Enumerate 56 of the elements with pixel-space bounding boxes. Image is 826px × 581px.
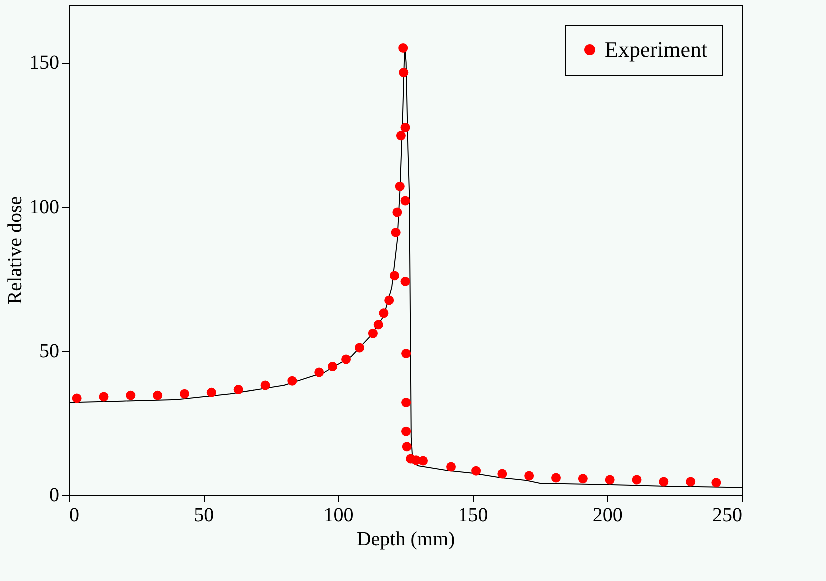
point	[72, 394, 82, 404]
point	[402, 349, 412, 358]
point	[398, 44, 408, 53]
point	[400, 123, 410, 133]
x-tick-label: 0	[70, 504, 80, 526]
point	[328, 362, 338, 372]
point	[402, 426, 412, 436]
point	[153, 390, 163, 400]
point	[446, 462, 456, 472]
point	[99, 392, 109, 402]
point	[605, 475, 615, 485]
point	[659, 477, 669, 487]
point	[180, 389, 190, 399]
point	[368, 328, 378, 338]
point	[395, 182, 405, 192]
point	[399, 68, 409, 78]
point	[418, 456, 428, 466]
point	[498, 469, 508, 479]
point	[472, 466, 482, 476]
point	[686, 477, 696, 487]
point	[126, 390, 136, 400]
x-axis-title: Depth (mm)	[356, 528, 456, 550]
point	[354, 343, 364, 353]
point	[234, 385, 244, 395]
point	[552, 473, 561, 483]
point	[402, 398, 412, 408]
point	[392, 208, 402, 218]
point	[288, 376, 298, 386]
x-tick-label: 50	[194, 504, 214, 526]
point	[342, 354, 352, 364]
point	[206, 388, 216, 398]
legend-label: Experiment	[605, 37, 708, 62]
point	[314, 368, 324, 378]
point	[379, 308, 389, 318]
y-tick-label: 100	[30, 196, 60, 218]
point	[396, 131, 406, 141]
point	[524, 471, 534, 481]
x-tick-label: 150	[458, 504, 488, 526]
point	[384, 296, 394, 306]
point	[390, 271, 400, 281]
x-tick-label: 100	[324, 504, 354, 526]
point	[632, 475, 642, 485]
point	[400, 276, 410, 286]
point	[400, 196, 410, 206]
x-tick-label: 200	[592, 504, 623, 526]
x-tick-label: 250	[712, 504, 742, 526]
point	[578, 474, 588, 484]
point	[260, 380, 270, 390]
point	[402, 442, 412, 452]
point	[391, 228, 401, 238]
y-tick-label: 150	[30, 52, 60, 74]
point	[712, 478, 722, 488]
point	[374, 320, 384, 330]
y-tick-label: 0	[50, 484, 60, 506]
y-axis-title: Relative dose	[4, 196, 26, 305]
y-tick-label: 50	[40, 340, 60, 362]
